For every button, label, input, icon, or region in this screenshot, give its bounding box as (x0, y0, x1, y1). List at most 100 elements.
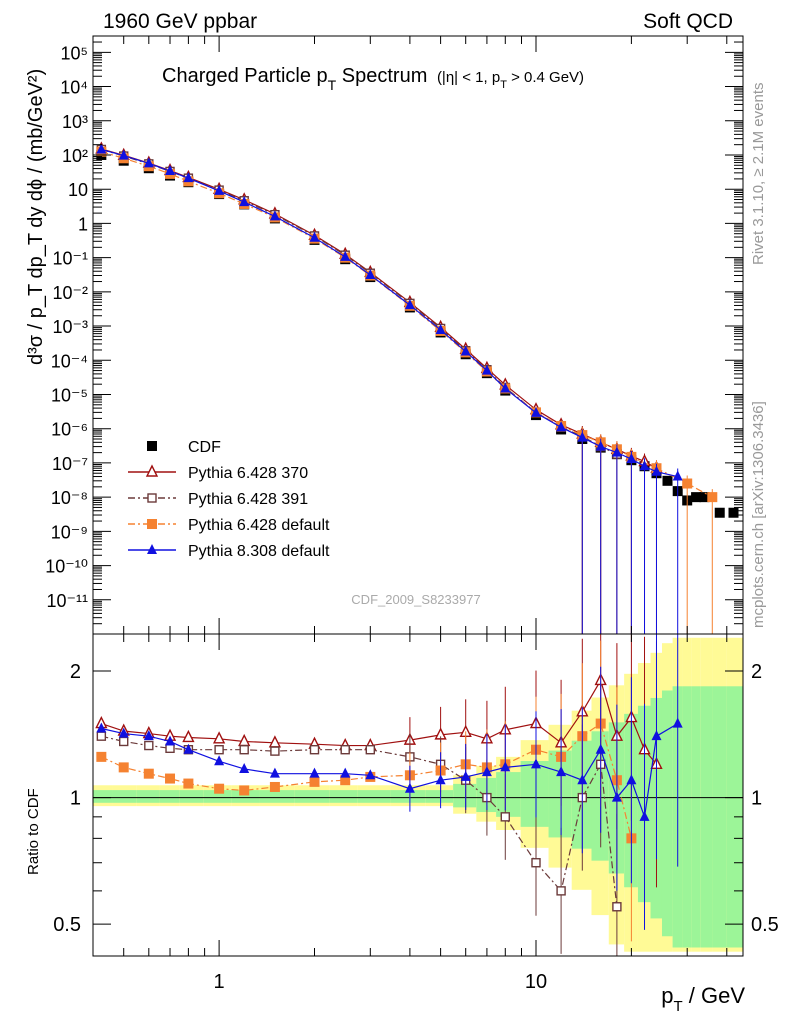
legend-marker (147, 544, 157, 554)
ratio-band-stat (520, 761, 549, 827)
data-point (672, 470, 683, 481)
ratio-point (239, 762, 250, 773)
data-point (728, 507, 739, 518)
ratio-y-tick-label: 2 (70, 661, 81, 683)
data-point (531, 406, 542, 417)
plot-title: Charged Particle pT Spectrum (|η| < 1, p… (162, 65, 584, 93)
ratio-point (239, 745, 249, 755)
ratio-band-stat (712, 686, 727, 948)
ratio-point (214, 745, 224, 755)
ratio-point (309, 745, 320, 755)
ratio-band-stat (112, 790, 137, 803)
ratio-band-stat (700, 686, 713, 948)
ratio-series-pythia-8-308-default (96, 634, 683, 930)
legend-marker (145, 464, 159, 477)
data-point (404, 299, 415, 310)
ratio-point (612, 902, 622, 912)
data-point (577, 431, 588, 442)
y-tick-label: 10⁻¹ (52, 249, 88, 269)
y-tick-label: 10⁻³ (52, 317, 88, 337)
ratio-point (340, 767, 351, 778)
legend-marker (147, 441, 157, 451)
ratio-band-stat (661, 690, 673, 937)
data-point (118, 149, 129, 160)
ratio-point (611, 791, 622, 802)
ratio-point (182, 729, 195, 743)
data-point (639, 460, 650, 471)
legend-item: Pythia 6.428 370 (128, 464, 308, 482)
data-point (165, 165, 176, 176)
ratio-point (639, 810, 650, 821)
plot-frames (92, 35, 744, 957)
ratio-point (460, 770, 471, 781)
rivet-note: Rivet 3.1.10, ≥ 2.1M events (750, 83, 767, 266)
data-point (481, 364, 492, 375)
analysis-id: CDF_2009_S8233977 (351, 592, 480, 607)
ratio-band-stat (136, 790, 160, 803)
ratio-point (268, 735, 282, 748)
data-point (691, 492, 702, 503)
legend-item: CDF (147, 439, 221, 456)
data-point (239, 196, 250, 207)
series-pythia-6-428-default (96, 146, 718, 634)
ratio-band-stat (179, 790, 204, 803)
data-point (556, 421, 567, 432)
ratio-point (183, 743, 194, 754)
ratio-panel-frame (92, 633, 744, 957)
header-right: Soft QCD (643, 10, 733, 33)
x-tick-label: 1 (214, 971, 225, 993)
ratio-point (212, 731, 226, 744)
ratio-band-stat (159, 790, 180, 803)
ratio-point (531, 858, 541, 868)
ratio-point (165, 773, 176, 784)
ratio-line-pythia-6-428-default (101, 722, 632, 839)
ratio-y-tick-label-right: 0.5 (751, 914, 779, 936)
ratio-point (672, 717, 683, 728)
ratio-point (340, 745, 350, 755)
data-point (365, 269, 376, 280)
data-point (269, 210, 280, 221)
ratio-point (165, 735, 176, 746)
ratio-point (404, 782, 415, 793)
data-point (309, 231, 320, 242)
legend-label: Pythia 8.308 default (188, 543, 330, 560)
y-tick-label: 10⁻¹¹ (46, 591, 88, 611)
ratio-point (214, 755, 225, 766)
data-point (143, 157, 154, 168)
ratio-point (500, 761, 511, 772)
ratio-point (238, 733, 251, 747)
mcplots-note: mcplots.cern.ch [arXiv:1306.3436] (750, 401, 767, 628)
legend-label: Pythia 6.428 default (188, 517, 330, 534)
ratio-band-stat (453, 783, 477, 808)
legend-label: Pythia 6.428 391 (188, 491, 308, 508)
ratio-y-tick-label: 0.5 (53, 914, 81, 936)
legend-label: Pythia 6.428 370 (188, 465, 308, 482)
legend-item: Pythia 8.308 default (128, 543, 330, 560)
ratio-point (556, 886, 566, 896)
ratio-point (500, 812, 510, 822)
ratio-point (595, 743, 606, 754)
ratio-axis-label: Ratio to CDF (25, 788, 42, 875)
series-line-pythia-6-428-370 (101, 148, 657, 469)
y-tick-label: 10⁻² (52, 283, 88, 303)
ratio-point (651, 730, 662, 741)
y-tick-label: 1 (78, 214, 88, 234)
ratio-point (118, 762, 129, 773)
x-axis-label: pT / GeV (661, 983, 745, 1015)
ratio-point (143, 730, 154, 741)
ratio-point (531, 758, 542, 769)
data-point (435, 323, 446, 334)
ratio-point (309, 776, 320, 787)
data-point (707, 492, 718, 503)
y-tick-label: 10⁻¹⁰ (45, 557, 88, 577)
data-point (500, 382, 511, 393)
axes-ticks: 1 1010⁵10⁴10³10²10110⁻¹10⁻²10⁻³10⁻⁴10⁻⁵10… (45, 35, 779, 993)
data-point (96, 143, 107, 154)
ratio-point (96, 731, 107, 741)
header-left: 1960 GeV ppbar (103, 10, 257, 33)
data-point (460, 345, 471, 356)
y-tick-label: 10⁻⁸ (51, 488, 88, 508)
data-point (183, 172, 194, 183)
y-tick-label: 10⁻⁹ (51, 522, 88, 542)
y-tick-label: 10⁻⁴ (51, 351, 88, 371)
